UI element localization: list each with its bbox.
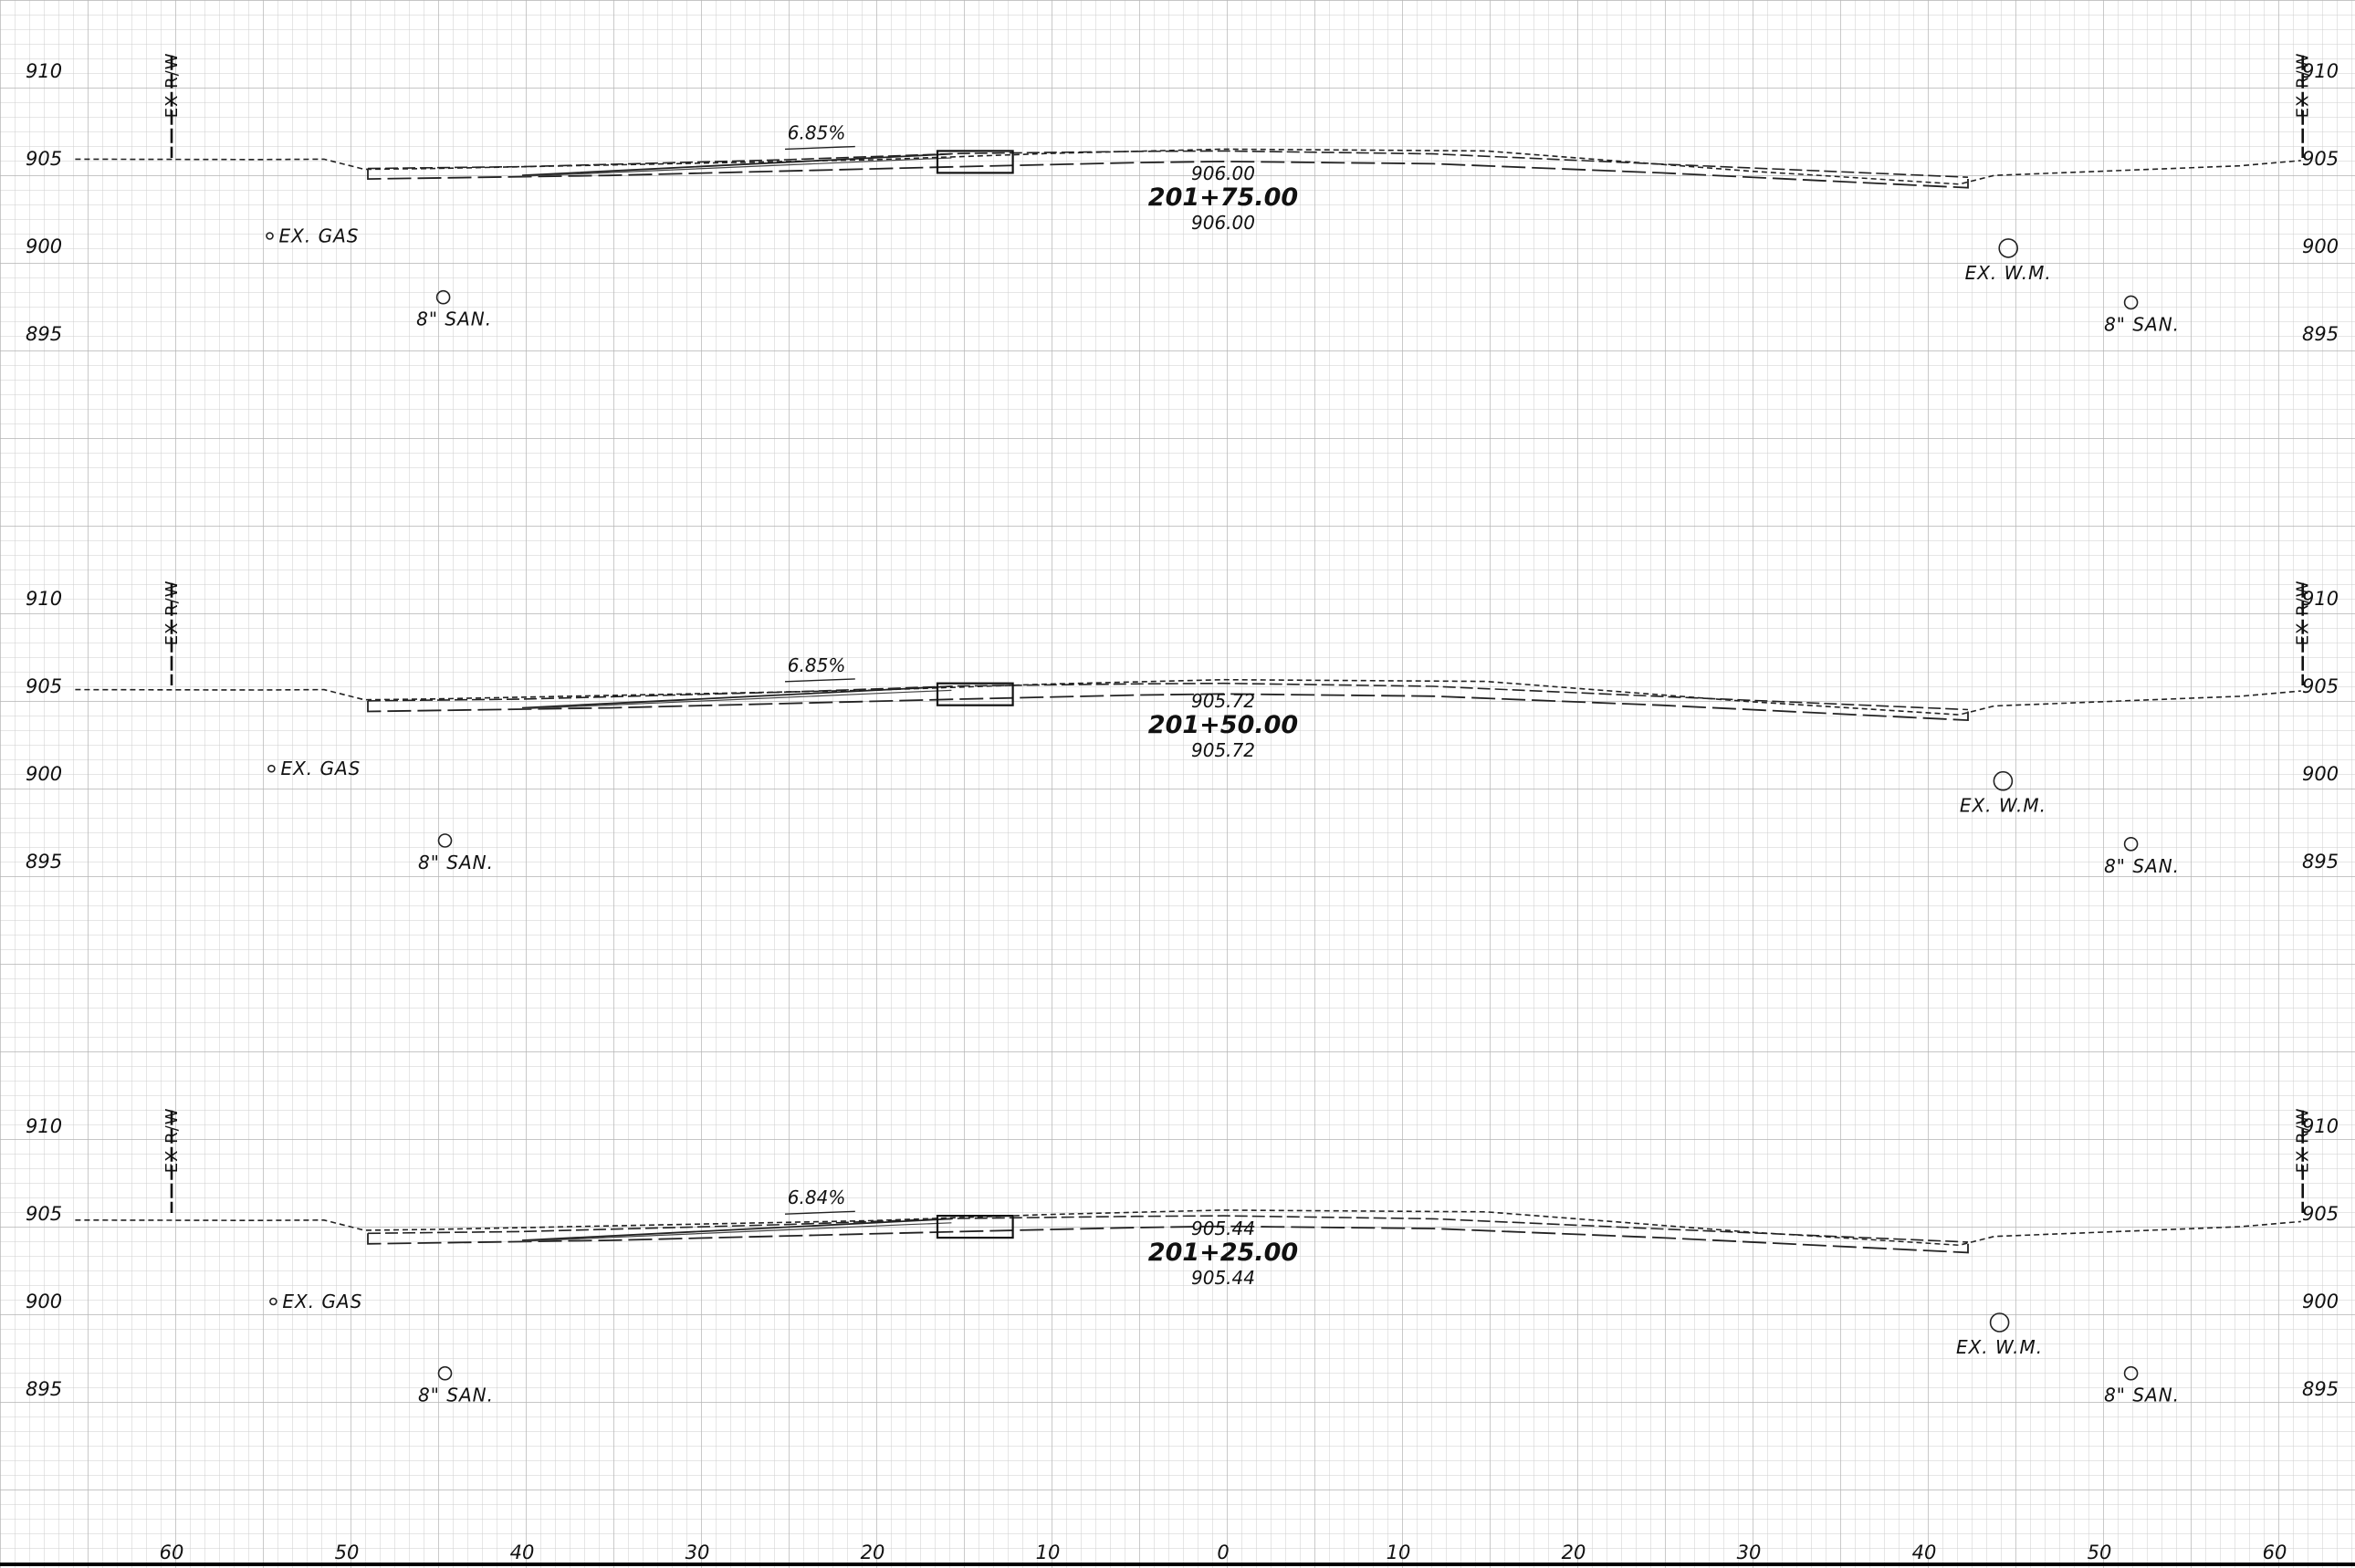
grade-leader [784,145,855,151]
sidewalk-box [936,682,1014,706]
utility-label: 8" SAN. [2104,1385,2180,1406]
station-label: 201+25.00 [1148,1239,1298,1267]
offset-tick-label: 0 [1217,1542,1229,1563]
utility-label: EX. W.M. [1965,262,2052,284]
utility-symbol [2123,295,2139,310]
utility-symbol [267,764,276,773]
offset-tick-label: 50 [2088,1542,2112,1563]
elevation-label-right: 910 [2302,588,2339,610]
elevation-label-right: 910 [2302,60,2339,82]
elevation-label-right: 895 [2302,1378,2339,1400]
utility-label: 8" SAN. [418,852,494,873]
elevation-label-right: 905 [2302,148,2339,170]
utility-label: 8" SAN. [418,1385,494,1406]
elevation-label-left: 910 [26,588,62,610]
proposed-surface-line [367,150,1969,178]
rw-label-left: EX R/W [162,580,182,646]
utility-symbol [1998,238,2018,258]
utility-label: EX. W.M. [1960,795,2046,817]
utility-label: 8" SAN. [416,308,492,330]
offset-tick-label: 20 [861,1542,885,1563]
elevation-label-left: 895 [26,1378,62,1400]
utility-label: EX. W.M. [1956,1336,2043,1358]
elevation-label-right: 900 [2302,763,2339,785]
elevation-label-left: 895 [26,323,62,345]
offset-tick-label: 60 [160,1542,184,1563]
rw-label-left: EX R/W [162,1108,182,1174]
offset-tick-label: 50 [335,1542,360,1563]
grade-label: 6.85% [788,121,846,143]
elevation-label-left: 900 [26,235,62,257]
pgl-elevation-top: 905.44 [1191,1218,1255,1239]
elevation-label-left: 910 [26,60,62,82]
sidewalk-box [936,150,1014,174]
proposed-subgrade-line [367,1225,1969,1254]
utility-symbol [437,833,453,848]
offset-tick-label: 20 [1562,1542,1586,1563]
utility-label: 8" SAN. [2104,855,2180,877]
elevation-label-right: 895 [2302,851,2339,873]
elevation-label-left: 900 [26,763,62,785]
cross-section-201-50: 910 910 905 905 900 900 895 895 6.85% EX R/W EX R/… [26,580,2339,877]
offset-tick-label: 60 [2263,1542,2287,1563]
proposed-surface-line [367,682,1969,711]
existing-ground-line [75,1209,2301,1247]
pgl-elevation-bottom: 905.72 [1191,739,1255,761]
cross-section-201-75: 910 910 905 905 900 900 895 895 6.85% EX R/W EX R/… [26,53,2339,345]
utility-label: EX. GAS [279,225,360,246]
grade-label: 6.84% [788,1186,846,1208]
pgl-elevation-bottom: 906.00 [1191,212,1255,234]
elevation-label-right: 905 [2302,1203,2339,1225]
utility-symbol [2123,836,2139,852]
elevation-label-left: 895 [26,851,62,873]
elevation-label-right: 905 [2302,675,2339,697]
station-label: 201+75.00 [1148,183,1298,212]
utility-symbol [1993,770,2014,791]
utility-symbol [435,289,451,305]
elevation-label-left: 900 [26,1291,62,1312]
rw-label-left: EX R/W [162,53,182,119]
station-label: 201+50.00 [1148,711,1298,739]
utility-label: EX. GAS [282,1291,362,1312]
elevation-label-right: 900 [2302,235,2339,257]
grade-leader [784,1210,855,1215]
offset-tick-label: 40 [510,1542,535,1563]
utility-symbol [2123,1365,2139,1381]
offset-tick-label: 40 [1912,1542,1937,1563]
elevation-label-left: 905 [26,1203,62,1225]
rw-label-right: EX R/W [2294,53,2313,119]
utility-label: 8" SAN. [2104,313,2180,335]
utility-symbol [437,1365,453,1381]
utility-symbol [1989,1312,2010,1333]
offset-tick-label: 10 [1387,1542,1411,1563]
rw-label-right: EX R/W [2294,1108,2313,1174]
elevation-label-left: 905 [26,675,62,697]
existing-ground-line [75,678,2301,716]
grade-leader [784,678,855,683]
offset-tick-label: 30 [1737,1542,1762,1563]
utility-symbol [269,1297,277,1306]
proposed-subgrade-line [367,160,1969,189]
pgl-elevation-bottom: 905.44 [1191,1267,1255,1289]
proposed-surface-line [367,1215,1969,1243]
elevation-label-left: 905 [26,148,62,170]
rw-label-right: EX R/W [2294,580,2313,646]
offset-tick-label: 10 [1036,1542,1061,1563]
elevation-label-left: 910 [26,1115,62,1137]
pgl-elevation-top: 905.72 [1191,690,1255,712]
offset-axis: 60 50 40 30 20 10 0 10 20 30 40 50 60 [160,1542,2287,1563]
grade-label: 6.85% [788,654,846,676]
pgl-elevation-top: 906.00 [1191,162,1255,184]
elevation-label-right: 910 [2302,1115,2339,1137]
utility-symbol [266,232,274,240]
elevation-label-right: 900 [2302,1291,2339,1312]
elevation-label-right: 895 [2302,323,2339,345]
utility-label: EX. GAS [280,758,361,779]
proposed-subgrade-line [367,693,1969,722]
sidewalk-box [936,1214,1014,1239]
cross-section-201-25: 910 910 905 905 900 900 895 895 6.84% EX R/W EX R/… [26,1108,2339,1406]
offset-tick-label: 30 [686,1542,710,1563]
